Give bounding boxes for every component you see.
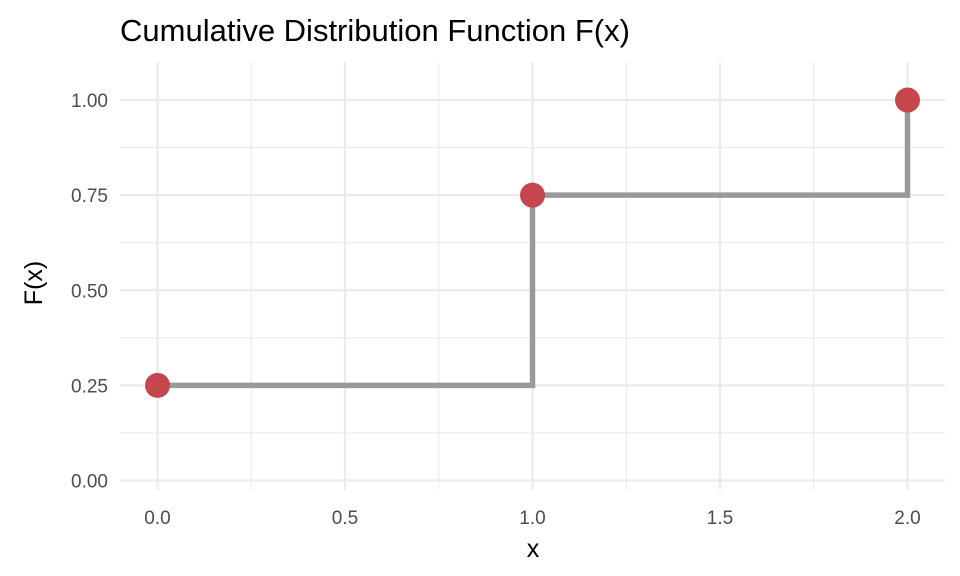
x-tick-label: 2.0 bbox=[894, 508, 920, 529]
y-tick-label: 0.00 bbox=[71, 471, 108, 492]
cdf-point bbox=[895, 87, 920, 113]
x-tick-label: 0.0 bbox=[144, 508, 170, 529]
y-tick-label: 0.50 bbox=[71, 281, 108, 302]
x-tick-label: 1.0 bbox=[519, 508, 545, 529]
y-axis-title: F(x) bbox=[20, 261, 48, 305]
x-axis-title: x bbox=[527, 535, 540, 563]
y-tick-labels: 0.00 0.25 0.50 0.75 1.00 bbox=[71, 91, 108, 492]
x-tick-labels: 0.0 0.5 1.0 1.5 2.0 bbox=[144, 508, 920, 529]
x-tick-label: 0.5 bbox=[332, 508, 358, 529]
y-tick-label: 1.00 bbox=[71, 91, 108, 112]
y-tick-label: 0.75 bbox=[71, 186, 108, 207]
x-tick-label: 1.5 bbox=[707, 508, 733, 529]
cdf-point bbox=[145, 372, 170, 398]
chart-title: Cumulative Distribution Function F(x) bbox=[120, 13, 630, 48]
point-series bbox=[145, 87, 920, 398]
y-tick-label: 0.25 bbox=[71, 376, 108, 397]
cdf-point bbox=[520, 182, 545, 208]
